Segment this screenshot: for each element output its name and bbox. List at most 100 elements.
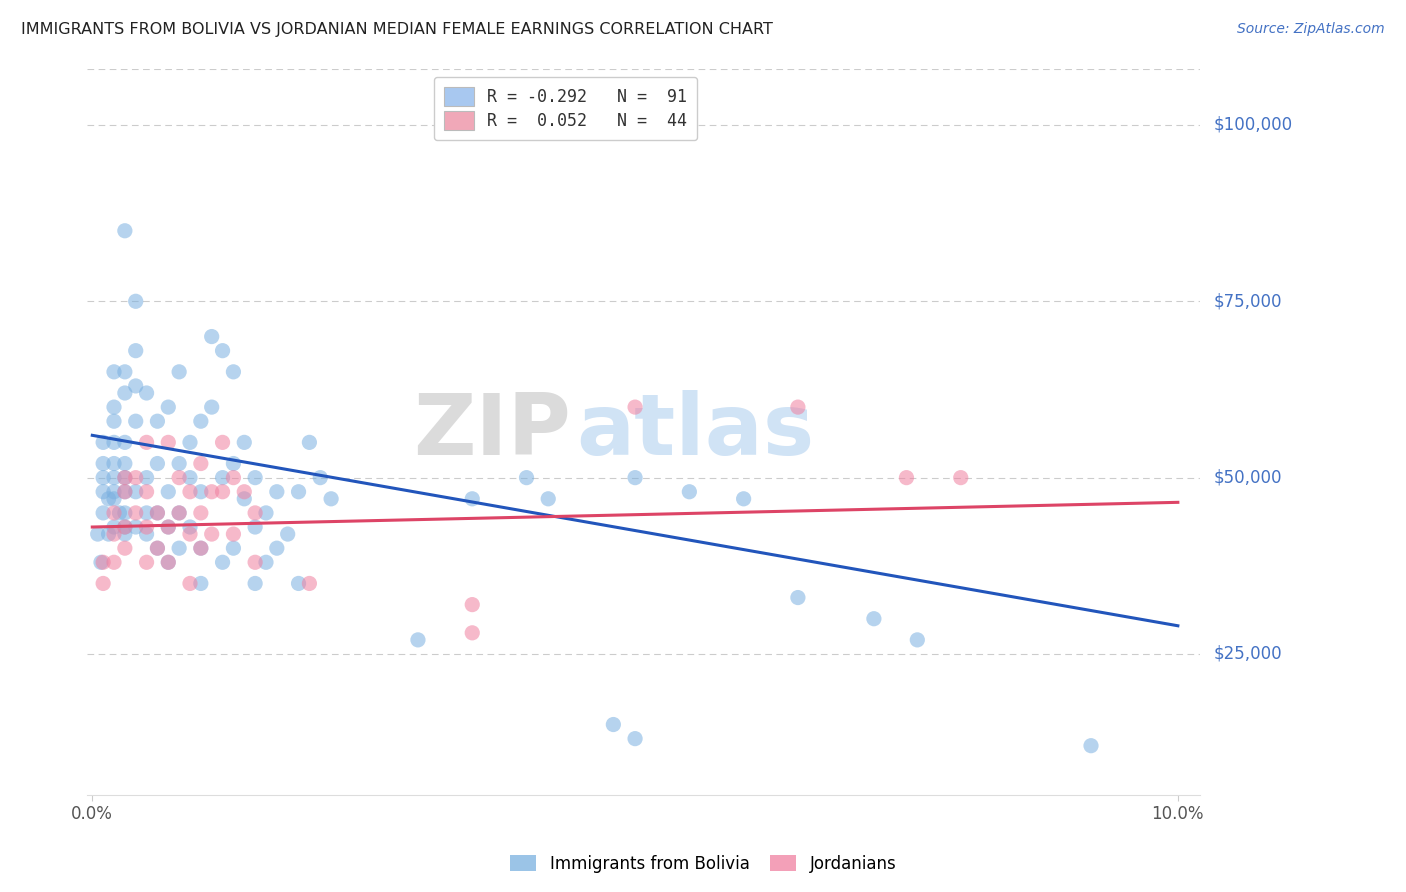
Point — [97, 491, 120, 506]
Point — [91, 484, 114, 499]
Point — [103, 414, 125, 428]
Point — [135, 520, 157, 534]
Point — [190, 457, 212, 471]
Point — [201, 484, 224, 499]
Point — [222, 470, 245, 484]
Point — [135, 386, 157, 401]
Point — [114, 224, 136, 238]
Point — [103, 470, 125, 484]
Point — [624, 731, 647, 746]
Point — [125, 506, 148, 520]
Point — [222, 527, 245, 541]
Point — [167, 457, 190, 471]
Point — [233, 484, 256, 499]
Point — [243, 555, 266, 569]
Point — [114, 520, 136, 534]
Point — [233, 435, 256, 450]
Point — [135, 527, 157, 541]
Point — [201, 329, 224, 343]
Point — [190, 541, 212, 556]
Point — [167, 541, 190, 556]
Point — [287, 576, 309, 591]
Text: IMMIGRANTS FROM BOLIVIA VS JORDANIAN MEDIAN FEMALE EARNINGS CORRELATION CHART: IMMIGRANTS FROM BOLIVIA VS JORDANIAN MED… — [21, 22, 773, 37]
Point — [146, 506, 169, 520]
Legend: Immigrants from Bolivia, Jordanians: Immigrants from Bolivia, Jordanians — [503, 848, 903, 880]
Point — [103, 484, 125, 499]
Point — [114, 520, 136, 534]
Point — [678, 484, 700, 499]
Point — [114, 541, 136, 556]
Point — [125, 470, 148, 484]
Point — [515, 470, 537, 484]
Point — [125, 414, 148, 428]
Point — [125, 294, 148, 309]
Point — [287, 484, 309, 499]
Text: Source: ZipAtlas.com: Source: ZipAtlas.com — [1237, 22, 1385, 37]
Point — [135, 506, 157, 520]
Point — [108, 506, 131, 520]
Point — [179, 527, 201, 541]
Point — [190, 506, 212, 520]
Point — [254, 555, 277, 569]
Point — [461, 625, 484, 640]
Point — [298, 435, 321, 450]
Point — [146, 414, 169, 428]
Point — [114, 527, 136, 541]
Point — [222, 541, 245, 556]
Point — [624, 400, 647, 414]
Point — [602, 717, 624, 731]
Point — [222, 365, 245, 379]
Point — [146, 506, 169, 520]
Point — [91, 457, 114, 471]
Point — [103, 506, 125, 520]
Point — [211, 555, 233, 569]
Point — [114, 484, 136, 499]
Point — [91, 470, 114, 484]
Point — [157, 400, 180, 414]
Point — [233, 491, 256, 506]
Point — [103, 400, 125, 414]
Point — [114, 506, 136, 520]
Point — [243, 576, 266, 591]
Point — [298, 576, 321, 591]
Point — [787, 400, 810, 414]
Point — [896, 470, 918, 484]
Point — [537, 491, 560, 506]
Point — [406, 632, 429, 647]
Point — [114, 457, 136, 471]
Point — [135, 484, 157, 499]
Point — [114, 484, 136, 499]
Point — [201, 527, 224, 541]
Point — [179, 484, 201, 499]
Point — [243, 520, 266, 534]
Point — [87, 527, 110, 541]
Point — [179, 435, 201, 450]
Point — [90, 555, 112, 569]
Point — [190, 414, 212, 428]
Point — [179, 470, 201, 484]
Point — [91, 435, 114, 450]
Point — [167, 470, 190, 484]
Text: $25,000: $25,000 — [1213, 645, 1282, 663]
Point — [114, 435, 136, 450]
Point — [114, 365, 136, 379]
Point — [266, 484, 288, 499]
Point — [125, 484, 148, 499]
Point — [254, 506, 277, 520]
Point — [167, 506, 190, 520]
Point — [211, 435, 233, 450]
Point — [103, 365, 125, 379]
Point — [179, 576, 201, 591]
Point — [146, 541, 169, 556]
Point — [103, 520, 125, 534]
Point — [461, 491, 484, 506]
Point — [157, 520, 180, 534]
Point — [125, 520, 148, 534]
Point — [266, 541, 288, 556]
Point — [135, 555, 157, 569]
Point — [167, 506, 190, 520]
Point — [103, 491, 125, 506]
Point — [863, 612, 886, 626]
Point — [91, 576, 114, 591]
Point — [733, 491, 755, 506]
